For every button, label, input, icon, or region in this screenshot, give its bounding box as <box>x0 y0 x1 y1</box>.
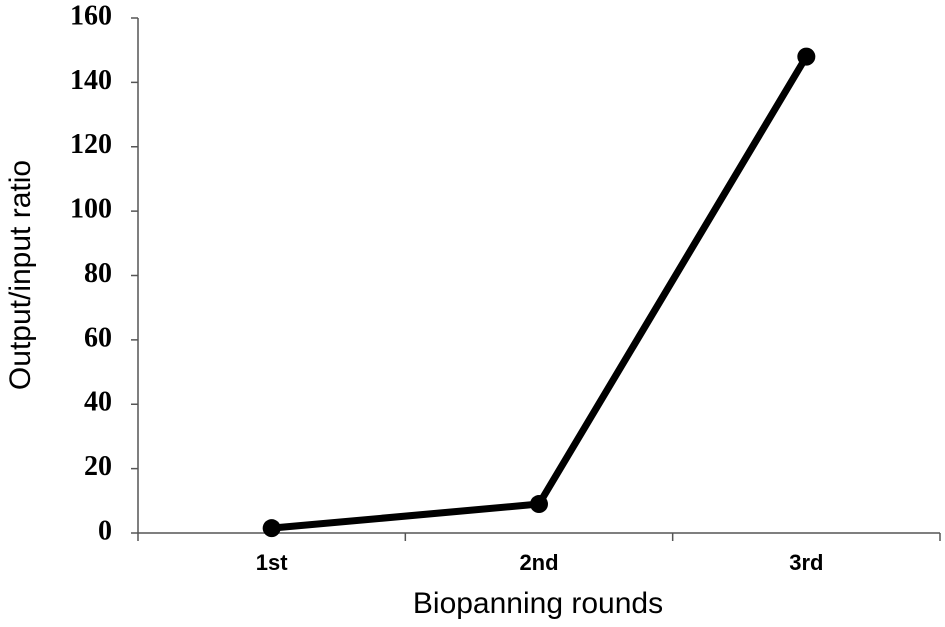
x-tick-label: 3rd <box>789 550 823 575</box>
point <box>797 47 816 66</box>
line <box>271 54 810 532</box>
y-tick-label: 80 <box>84 258 112 289</box>
x-tick-label: 1st <box>256 550 288 575</box>
y-tick-label: 100 <box>70 194 112 225</box>
y-axis-title: Output/input ratio <box>4 160 37 390</box>
point <box>530 495 548 514</box>
y-tick-label: 120 <box>70 129 112 160</box>
y-tick-label: 20 <box>84 451 112 482</box>
y-tick-label: 0 <box>98 515 112 546</box>
x-tick-label: 2nd <box>519 550 558 575</box>
y-tick-label: 140 <box>70 65 112 96</box>
y-tick-label: 60 <box>84 322 112 353</box>
point <box>262 519 281 538</box>
y-tick-label: 40 <box>84 387 112 418</box>
y-tick-label: 160 <box>70 0 112 31</box>
x-axis-title: Biopanning rounds <box>413 587 663 620</box>
